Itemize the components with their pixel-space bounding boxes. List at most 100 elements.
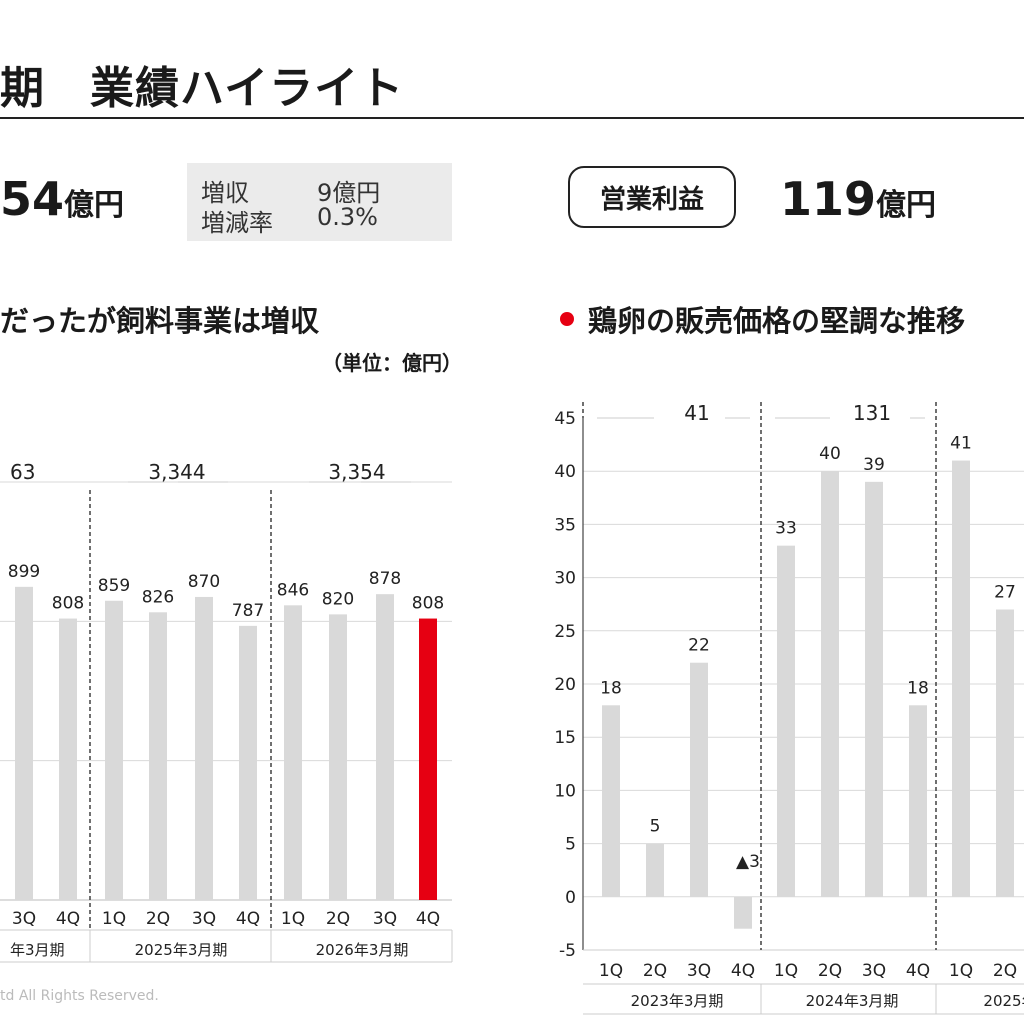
quarter-tick-label: 1Q — [949, 961, 973, 981]
bar — [865, 481, 883, 897]
bar — [777, 545, 795, 897]
bar-value-label: 40 — [819, 444, 841, 464]
bar-value-label: 18 — [600, 678, 622, 698]
quarter-tick-label: 4Q — [236, 909, 260, 929]
operating-profit-value: 119億円 — [780, 172, 936, 226]
bar-value-label: 808 — [52, 594, 84, 614]
bar-value-label: 859 — [98, 576, 130, 596]
operating-profit-pill: 営業利益 — [568, 166, 736, 228]
quarter-tick-label: 3Q — [687, 961, 711, 981]
quarter-tick-label: 2Q — [326, 909, 350, 929]
y-tick-label: 5 — [565, 835, 576, 855]
quarter-tick-label: 2Q — [818, 961, 842, 981]
bar-highlight — [419, 618, 437, 900]
bar — [909, 705, 927, 897]
bar-value-label: 808 — [412, 594, 444, 614]
y-tick-label: 30 — [554, 569, 576, 589]
y-tick-label: 45 — [554, 409, 576, 429]
annual-total-label: 41 — [684, 401, 709, 425]
bar — [376, 594, 394, 900]
delta-value-amount: 9億円 — [317, 179, 381, 207]
bullet-dot-icon — [560, 312, 574, 326]
quarter-tick-label: 1Q — [281, 909, 305, 929]
y-tick-label: 35 — [554, 515, 576, 535]
bar-value-label: 33 — [775, 519, 797, 539]
delta-label-amount: 増収 — [201, 179, 249, 207]
y-tick-label: 10 — [554, 781, 576, 801]
bar-value-label: 899 — [8, 562, 40, 582]
delta-value-rate: 0.3% — [317, 203, 378, 231]
quarter-tick-label: 2Q — [146, 909, 170, 929]
bar — [329, 614, 347, 900]
bar — [602, 705, 620, 897]
delta-label-rate: 増減率 — [201, 209, 273, 237]
sales-value: 54億円 — [0, 172, 124, 226]
bar-value-label: 878 — [369, 569, 401, 589]
quarter-tick-label: 1Q — [599, 961, 623, 981]
bar-value-label: 41 — [950, 434, 972, 454]
copyright-note: td All Rights Reserved. — [0, 988, 159, 1004]
fiscal-year-label: 2025年3月期 — [135, 941, 228, 959]
bar-value-label: 27 — [994, 583, 1016, 603]
annual-total-label: 63 — [10, 460, 35, 484]
left-section-heading: だったが飼料事業は増収 — [0, 304, 320, 338]
annual-total-label: 3,354 — [328, 460, 385, 484]
fiscal-year-label: 2026年3月期 — [316, 941, 409, 959]
y-tick-label: 40 — [554, 462, 576, 482]
sales-delta-box: 増収 9億円 増減率 0.3% — [187, 163, 452, 241]
quarter-tick-label: 4Q — [906, 961, 930, 981]
sales-unit: 億円 — [64, 188, 125, 223]
bar — [239, 625, 257, 900]
quarter-tick-label: 4Q — [416, 909, 440, 929]
fiscal-year-label: 2025年 — [983, 992, 1024, 1010]
annual-total-label: 3,344 — [148, 460, 205, 484]
quarter-tick-label: 3Q — [12, 909, 36, 929]
bar — [195, 596, 213, 900]
bar — [15, 586, 33, 900]
quarter-tick-label: 3Q — [373, 909, 397, 929]
unit-note: （単位：億円） — [322, 351, 462, 375]
quarter-tick-label: 1Q — [102, 909, 126, 929]
op-number: 119 — [780, 172, 877, 226]
bar — [734, 896, 752, 929]
y-tick-label: -5 — [559, 941, 576, 961]
delta-row-amount: 増収 9億円 — [201, 173, 380, 208]
bar — [821, 471, 839, 897]
bar-value-label: 39 — [863, 455, 885, 475]
fiscal-year-label: 年3月期 — [10, 941, 65, 959]
y-tick-label: 0 — [565, 888, 576, 908]
bar — [105, 600, 123, 900]
quarter-tick-label: 3Q — [192, 909, 216, 929]
bar-value-label: ▲3 — [736, 852, 760, 872]
bar-value-label: 820 — [322, 589, 354, 609]
bar-value-label: 787 — [232, 601, 264, 621]
bar-value-label: 846 — [277, 580, 309, 600]
quarter-tick-label: 3Q — [862, 961, 886, 981]
bar — [646, 843, 664, 897]
bar — [690, 662, 708, 897]
bar — [284, 605, 302, 900]
y-tick-label: 25 — [554, 622, 576, 642]
op-unit: 億円 — [876, 188, 937, 223]
y-tick-label: 15 — [554, 728, 576, 748]
bar — [59, 618, 77, 900]
quarter-tick-label: 4Q — [731, 961, 755, 981]
fiscal-year-label: 2024年3月期 — [806, 992, 899, 1010]
bar-value-label: 18 — [907, 678, 929, 698]
bar-value-label: 826 — [142, 587, 174, 607]
quarter-tick-label: 1Q — [774, 961, 798, 981]
quarter-tick-label: 2Q — [643, 961, 667, 981]
quarter-tick-label: 4Q — [56, 909, 80, 929]
quarter-tick-label: 2Q — [993, 961, 1017, 981]
annual-total-label: 131 — [853, 401, 891, 425]
bar-value-label: 870 — [188, 572, 220, 592]
fiscal-year-label: 2023年3月期 — [631, 992, 724, 1010]
y-tick-label: 20 — [554, 675, 576, 695]
bar — [149, 612, 167, 900]
page-title: 期 業績ハイライト — [0, 63, 405, 114]
bar-value-label: 22 — [688, 636, 710, 656]
bar — [952, 460, 970, 897]
sales-number: 54 — [0, 172, 65, 226]
